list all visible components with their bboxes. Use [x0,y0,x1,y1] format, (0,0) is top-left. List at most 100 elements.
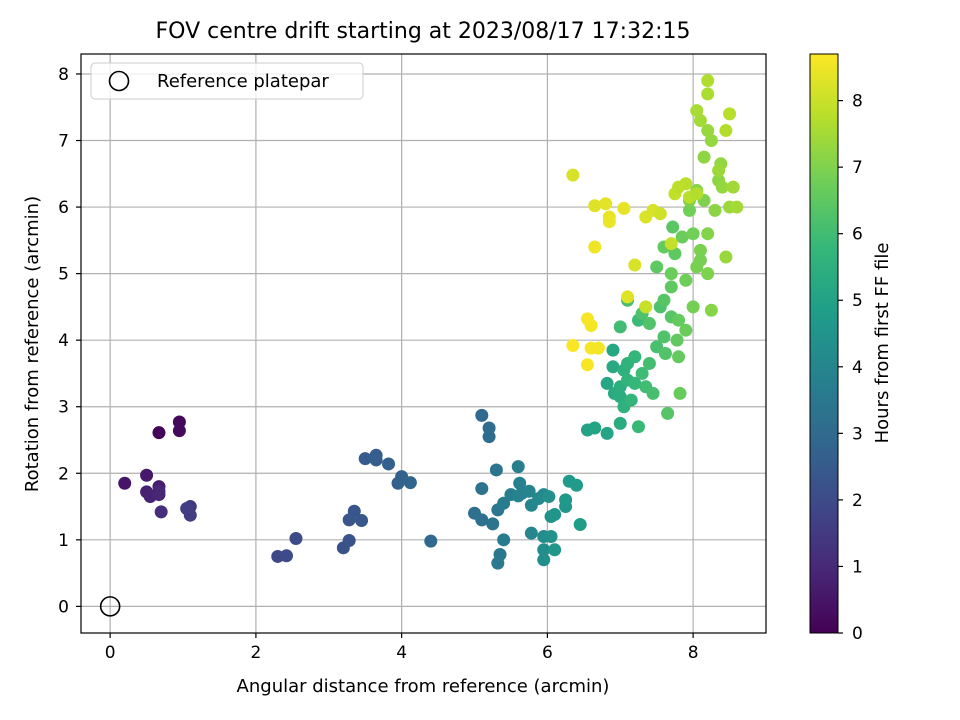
x-tick-label: 8 [688,643,699,663]
data-point [588,240,602,254]
colorbar-tick-label: 6 [852,225,863,245]
data-point [588,199,602,213]
data-point [690,104,704,118]
colorbar-tick-label: 4 [852,358,863,378]
grid-lines [81,54,766,633]
data-point [672,313,686,327]
data-point [524,526,538,540]
data-point [719,250,733,264]
data-point [686,227,700,241]
colorbar-label: Hours from first FF file [872,243,893,444]
data-point [730,200,744,214]
data-point [548,508,562,522]
data-point [661,406,675,420]
data-point [628,258,642,272]
data-point [658,346,672,360]
legend: Reference platepar [90,62,364,100]
data-point [613,320,627,334]
chart-title: FOV centre drift starting at 2023/08/17 … [156,19,691,44]
data-point [672,350,686,364]
data-points [118,74,744,570]
data-point [491,556,505,570]
data-point [673,386,687,400]
y-axis-label: Rotation from reference (arcmin) [22,196,43,492]
data-point [682,203,696,217]
data-point [544,530,558,543]
data-point [606,360,620,374]
data-point [280,549,293,563]
data-point [693,253,707,267]
data-point [657,330,671,344]
data-point [657,293,671,307]
data-point [537,543,551,557]
data-point [580,358,594,372]
data-point [600,426,614,440]
data-point [475,482,489,496]
data-point [548,543,562,557]
data-point [606,343,620,357]
data-point [600,376,614,390]
data-point [686,300,700,314]
colorbar-tick-label: 7 [852,158,863,178]
data-point [559,493,573,507]
data-point [599,197,613,211]
data-point [152,484,166,498]
y-tick-label: 1 [58,531,69,551]
data-point [482,430,496,444]
x-tick-label: 2 [250,643,261,663]
x-tick-label: 4 [396,643,407,663]
data-point [708,203,722,217]
data-point [566,338,580,352]
data-point [624,393,638,407]
data-point [289,531,303,545]
data-point [704,134,718,148]
data-point [675,230,689,244]
data-point [172,424,186,438]
y-axis-ticks: 0 1 2 3 4 5 6 7 8 [58,65,81,617]
data-point [591,341,605,355]
data-point [180,502,194,516]
data-point [693,243,707,257]
data-point [715,180,729,194]
data-point [646,386,660,400]
colorbar-tick-label: 0 [852,624,863,644]
colorbar-tick-label: 1 [852,557,863,577]
data-point [513,476,527,490]
data-point [726,180,740,194]
plot-frame [80,53,767,634]
data-point [588,421,602,435]
y-tick-label: 6 [58,198,69,218]
data-point [424,534,438,548]
data-point [522,484,536,498]
data-point [347,504,361,518]
data-point [489,463,503,477]
y-tick-label: 5 [58,265,69,285]
data-point [701,267,715,281]
data-point [342,533,356,547]
data-point [602,215,616,229]
data-point [701,227,715,241]
data-point [701,87,715,101]
y-tick-label: 8 [58,65,69,85]
data-point [628,376,642,390]
y-tick-label: 7 [58,132,69,152]
data-point [701,74,715,88]
y-tick-label: 4 [58,331,69,351]
y-tick-label: 2 [58,464,69,484]
y-tick-label: 0 [58,597,69,617]
colorbar-tick-label: 5 [852,291,863,311]
data-point [664,267,678,281]
legend-label: Reference platepar [157,71,329,92]
data-point [719,124,733,138]
data-point [403,476,417,490]
colorbar-tick-label: 8 [852,92,863,112]
data-point [355,514,369,528]
colorbar [809,53,839,634]
colorbar-ticks: 0 1 2 3 4 5 6 7 8 [838,92,863,644]
x-tick-label: 0 [105,643,116,663]
data-point [666,220,680,234]
data-point [723,107,737,121]
data-point [697,150,711,164]
data-point [566,168,580,182]
